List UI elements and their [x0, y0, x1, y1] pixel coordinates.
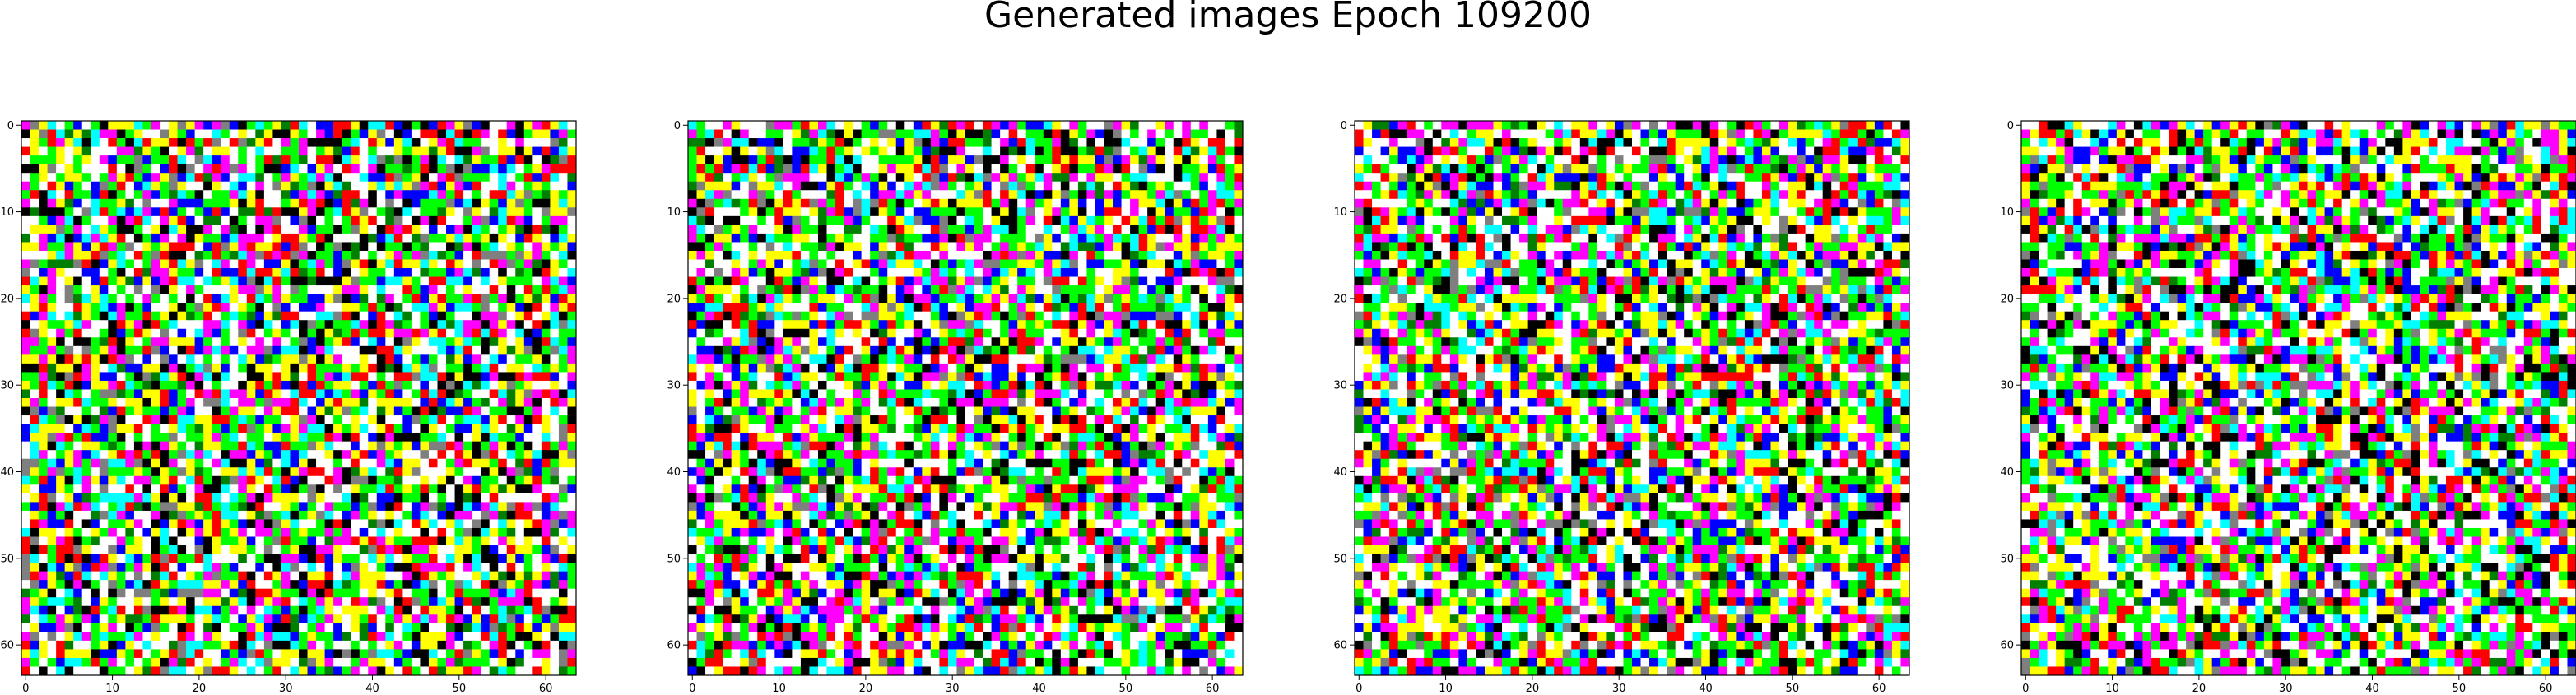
y-tick-label: 50: [0, 553, 14, 565]
y-tick-label: 30: [667, 380, 681, 392]
x-tick-label: 20: [193, 683, 207, 695]
x-tick-label: 0: [689, 683, 695, 695]
y-tick-label: 0: [1341, 120, 1347, 132]
x-tick-label: 60: [1872, 683, 1886, 695]
x-tick-label: 0: [2022, 683, 2029, 695]
x-tick-label: 50: [1119, 683, 1133, 695]
y-tick-label: 20: [1333, 293, 1347, 305]
y-tick-label: 40: [0, 466, 14, 479]
x-tick-label: 20: [1526, 683, 1540, 695]
x-tick-label: 10: [1439, 683, 1453, 695]
y-tick-label: 10: [0, 206, 14, 219]
y-tick-label: 10: [2000, 206, 2014, 219]
y-tick-label: 30: [2000, 380, 2014, 392]
x-tick-label: 30: [946, 683, 960, 695]
y-tick-label: 30: [1333, 380, 1347, 392]
x-tick-label: 40: [1699, 683, 1713, 695]
x-tick-label: 40: [2365, 683, 2379, 695]
axes-frame-2: [687, 120, 1244, 676]
axes-frame-1: [21, 120, 577, 676]
generated-image-2: [688, 121, 1244, 676]
image-panel-2: 0 10 20 30 40 50 60 0 10 20 30 40 50 60: [667, 120, 1244, 695]
y-tick-label: 50: [2000, 553, 2014, 565]
generated-image-1: [21, 121, 577, 676]
y-tick-label: 60: [1333, 640, 1347, 652]
x-tick-label: 10: [105, 683, 119, 695]
y-tick-label: 20: [2000, 293, 2014, 305]
x-tick-label: 0: [1355, 683, 1362, 695]
y-tick-label: 0: [7, 120, 14, 132]
x-tick-label: 60: [539, 683, 553, 695]
x-tick-label: 10: [772, 683, 786, 695]
x-tick-label: 50: [1786, 683, 1800, 695]
image-panel-4: 0 10 20 30 40 50 60 0 10 20 30 40 50 60: [2000, 120, 2576, 695]
figure-title: Generated images Epoch 109200: [983, 0, 1593, 36]
image-panel-1: 0 10 20 30 40 50 60 0 10 20 30 40 50 60: [0, 120, 577, 695]
y-tick-label: 0: [674, 120, 681, 132]
y-tick-label: 60: [2000, 640, 2014, 652]
x-tick-label: 30: [1612, 683, 1626, 695]
y-tick-label: 60: [0, 640, 14, 652]
y-tick-label: 60: [667, 640, 681, 652]
x-tick-label: 20: [2192, 683, 2206, 695]
y-tick-label: 20: [0, 293, 14, 305]
x-tick-label: 40: [365, 683, 379, 695]
x-tick-label: 40: [1032, 683, 1046, 695]
x-tick-label: 60: [2539, 683, 2553, 695]
x-tick-label: 50: [453, 683, 467, 695]
y-tick-label: 40: [667, 466, 681, 479]
x-tick-label: 10: [2105, 683, 2119, 695]
y-tick-label: 20: [667, 293, 681, 305]
x-tick-label: 30: [279, 683, 293, 695]
y-tick-label: 10: [1333, 206, 1347, 219]
y-tick-label: 10: [667, 206, 681, 219]
y-tick-label: 40: [2000, 466, 2014, 479]
x-tick-label: 20: [859, 683, 873, 695]
axes-frame-4: [2020, 120, 2576, 676]
x-tick-label: 30: [2279, 683, 2293, 695]
image-panel-3: 0 10 20 30 40 50 60 0 10 20 30 40 50 60: [1333, 120, 1910, 695]
y-tick-label: 50: [667, 553, 681, 565]
generated-image-3: [1355, 121, 1910, 676]
y-tick-label: 0: [2007, 120, 2014, 132]
y-tick-label: 40: [1333, 466, 1347, 479]
x-tick-label: 60: [1206, 683, 1220, 695]
x-tick-label: 50: [2453, 683, 2467, 695]
generated-image-4: [2021, 121, 2576, 676]
y-tick-label: 30: [0, 380, 14, 392]
axes-frame-3: [1354, 120, 1910, 676]
x-tick-label: 0: [22, 683, 29, 695]
y-tick-label: 50: [1333, 553, 1347, 565]
